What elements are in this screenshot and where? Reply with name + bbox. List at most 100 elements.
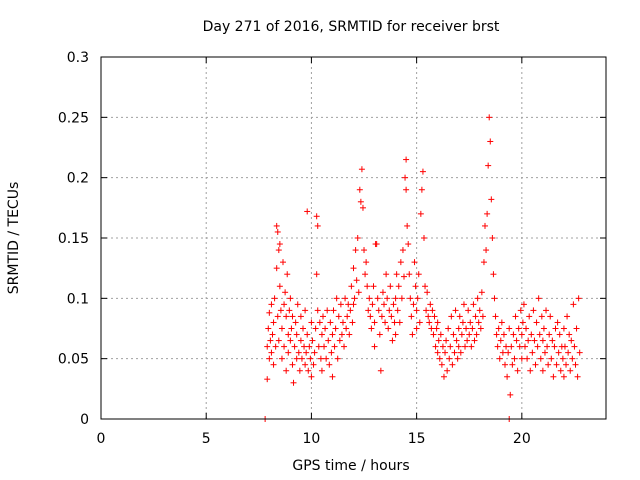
- data-point: [370, 283, 377, 290]
- data-point: [305, 367, 312, 374]
- data-point: [422, 283, 429, 290]
- y-tick-label: 0.1: [67, 291, 89, 307]
- data-point: [371, 319, 378, 326]
- data-point: [444, 367, 451, 374]
- data-point: [338, 331, 345, 338]
- data-point: [442, 349, 449, 356]
- data-point: [313, 213, 320, 220]
- data-point: [439, 343, 446, 350]
- data-point: [479, 313, 486, 320]
- data-point: [273, 222, 280, 229]
- data-point: [462, 343, 469, 350]
- data-point: [476, 307, 483, 314]
- data-point: [551, 343, 558, 350]
- data-point: [418, 186, 425, 193]
- data-point: [287, 337, 294, 344]
- data-point: [411, 259, 418, 266]
- data-point: [403, 186, 410, 193]
- data-point: [334, 355, 341, 362]
- data-point: [275, 337, 282, 344]
- data-point: [414, 295, 421, 302]
- data-point: [296, 367, 303, 374]
- y-tick-label: 0: [80, 412, 89, 428]
- data-point: [471, 337, 478, 344]
- data-point: [458, 331, 465, 338]
- data-point: [289, 361, 296, 368]
- data-point: [564, 313, 571, 320]
- data-point: [505, 349, 512, 356]
- data-point: [568, 337, 575, 344]
- x-tick-label: 15: [408, 431, 426, 447]
- data-point: [348, 283, 355, 290]
- data-point: [518, 355, 525, 362]
- data-point: [283, 367, 290, 374]
- data-point: [509, 361, 516, 368]
- data-point: [492, 313, 499, 320]
- data-point: [443, 337, 450, 344]
- data-point: [514, 367, 521, 374]
- data-point: [266, 355, 273, 362]
- x-tick-label: 5: [202, 431, 211, 447]
- data-point: [406, 271, 413, 278]
- chart-title: Day 271 of 2016, SRMTID for receiver brs…: [203, 19, 500, 35]
- data-point: [351, 295, 358, 302]
- data-point: [503, 343, 510, 350]
- data-point: [478, 289, 485, 296]
- data-point: [313, 271, 320, 278]
- data-point: [563, 361, 570, 368]
- data-point: [433, 325, 440, 332]
- data-point: [266, 309, 273, 316]
- data-point: [314, 307, 321, 314]
- data-point: [374, 295, 381, 302]
- data-point: [490, 271, 497, 278]
- data-point: [354, 235, 361, 241]
- data-point: [507, 391, 514, 398]
- data-point: [429, 307, 436, 314]
- data-point: [560, 325, 567, 332]
- data-point: [486, 114, 493, 121]
- data-point: [554, 319, 561, 326]
- data-point: [467, 319, 474, 326]
- data-point: [472, 313, 479, 320]
- data-point: [493, 331, 500, 338]
- data-point: [415, 271, 422, 278]
- data-point: [323, 355, 330, 362]
- data-point: [431, 313, 438, 320]
- data-point: [275, 247, 282, 254]
- data-point: [304, 208, 311, 215]
- data-point: [352, 247, 359, 254]
- data-point: [306, 343, 313, 350]
- data-point: [350, 301, 357, 308]
- data-point: [469, 325, 476, 332]
- data-point: [368, 325, 375, 332]
- data-point: [339, 319, 346, 326]
- y-axis-title: SRMTID / TECUs: [6, 182, 22, 295]
- data-point: [355, 289, 362, 296]
- data-point: [326, 361, 333, 368]
- data-point: [289, 313, 296, 320]
- data-point: [435, 337, 442, 344]
- data-point: [419, 168, 426, 175]
- data-point: [345, 301, 352, 308]
- data-point: [343, 325, 350, 332]
- data-point: [454, 355, 461, 362]
- data-point: [358, 166, 365, 173]
- data-point: [327, 319, 334, 326]
- data-point: [381, 301, 388, 308]
- data-point: [283, 313, 290, 320]
- data-point: [511, 355, 518, 362]
- data-point: [541, 349, 548, 356]
- data-point: [265, 325, 272, 332]
- data-point: [307, 355, 314, 362]
- data-point: [436, 355, 443, 362]
- data-points: [262, 114, 583, 422]
- data-point: [494, 343, 501, 350]
- data-point: [356, 186, 363, 193]
- data-point: [311, 349, 318, 356]
- data-point: [281, 343, 288, 350]
- data-point: [376, 331, 383, 338]
- data-point: [456, 313, 463, 320]
- data-point: [502, 361, 508, 368]
- data-point: [386, 307, 393, 314]
- data-point: [526, 313, 533, 320]
